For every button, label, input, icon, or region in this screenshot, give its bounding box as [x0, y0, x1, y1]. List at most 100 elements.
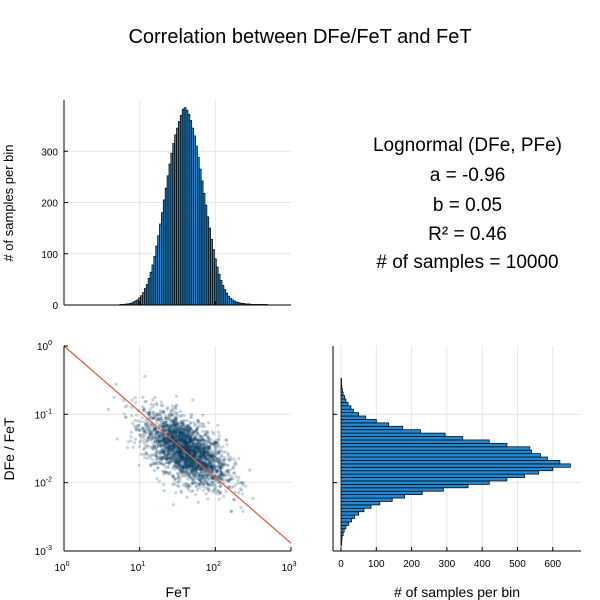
scatter-point	[197, 458, 202, 463]
scatter-point	[168, 446, 172, 450]
scatter-point	[189, 462, 193, 466]
scatter-point	[165, 470, 169, 474]
scatter-point	[184, 441, 189, 446]
scatter-point	[204, 464, 208, 468]
scatter-point	[167, 441, 171, 445]
scatter-point	[202, 452, 206, 456]
scatter-point	[181, 465, 185, 469]
scatter-point	[194, 450, 198, 454]
scatter-point	[215, 440, 219, 445]
scatter-point	[208, 446, 212, 450]
scatter-point	[209, 442, 213, 446]
scatter-point	[180, 437, 184, 441]
scatter-point	[165, 439, 169, 443]
scatter-point	[207, 452, 211, 456]
scatter-point	[177, 437, 181, 441]
scatter-point	[178, 425, 182, 429]
scatter-point	[187, 446, 191, 450]
scatter-point	[201, 442, 205, 446]
scatter-point	[168, 411, 172, 415]
scatter-point	[204, 449, 208, 453]
scatter-point	[216, 459, 220, 463]
scatter-point	[209, 455, 213, 459]
scatter-point	[170, 413, 174, 417]
scatter-point	[178, 433, 182, 437]
scatter-point	[149, 431, 153, 435]
scatter-point	[205, 475, 209, 479]
scatter-point	[178, 455, 182, 459]
scatter-point	[182, 466, 186, 470]
scatter-point	[185, 445, 189, 450]
scatter-point	[186, 485, 190, 489]
scatter-point	[196, 463, 200, 467]
scatter-point	[184, 439, 188, 443]
scatter-point	[182, 442, 186, 446]
scatter-point	[159, 400, 163, 404]
scatter-point	[151, 405, 155, 409]
scatter-point	[187, 443, 191, 448]
scatter-point	[183, 460, 187, 464]
scatter-point	[198, 478, 202, 482]
scatter-point	[189, 428, 194, 432]
scatter-point	[197, 421, 201, 425]
scatter-point	[216, 450, 220, 454]
right-histogram-bars	[340, 378, 571, 547]
scatter-point	[181, 464, 186, 468]
scatter-point	[139, 420, 143, 424]
scatter-point	[174, 434, 178, 439]
scatter-point	[177, 435, 181, 439]
scatter-point	[188, 437, 192, 441]
scatter-point	[199, 457, 203, 461]
scatter-point	[184, 433, 188, 437]
scatter-point	[184, 454, 189, 458]
scatter-point	[185, 427, 189, 431]
scatter-point	[191, 449, 195, 453]
scatter-point	[192, 453, 196, 457]
scatter-point	[194, 449, 198, 453]
scatter-point	[178, 455, 182, 459]
right-histogram-bar	[340, 494, 405, 499]
scatter-point	[207, 473, 211, 477]
scatter-point	[170, 455, 174, 460]
scatter-point	[197, 451, 201, 455]
scatter-point	[185, 495, 189, 499]
scatter-point	[232, 457, 236, 461]
scatter-point	[199, 450, 203, 454]
scatter-point	[188, 475, 192, 479]
scatter-point	[202, 451, 206, 455]
scatter-point	[188, 437, 192, 441]
scatter-point	[147, 411, 152, 415]
top-histogram-bars	[119, 107, 268, 306]
scatter-point	[225, 443, 229, 447]
scatter-point	[174, 430, 178, 434]
scatter-point	[187, 465, 191, 469]
scatter-point	[170, 435, 174, 439]
scatter-point	[206, 483, 210, 487]
scatter-point	[165, 447, 169, 452]
scatter-point	[210, 456, 214, 460]
scatter-point	[157, 434, 161, 438]
right-histogram-bar	[340, 501, 381, 506]
scatter-point	[205, 480, 209, 484]
scatter-point	[239, 488, 243, 492]
scatter-point	[168, 459, 173, 464]
scatter-point	[192, 432, 196, 436]
scatter-point	[196, 438, 200, 442]
scatter-point	[226, 453, 230, 457]
scatter-point	[191, 464, 195, 468]
scatter-point	[156, 460, 160, 464]
scatter-point	[178, 468, 182, 472]
scatter-point	[181, 458, 185, 462]
scatter-point	[166, 449, 171, 453]
scatter-point	[229, 477, 233, 481]
scatter-point	[206, 472, 210, 477]
scatter-point	[194, 449, 198, 453]
scatter-point	[171, 435, 175, 439]
scatter-point	[188, 449, 192, 453]
scatter-point	[240, 480, 244, 484]
scatter-point	[165, 446, 169, 450]
scatter-point	[183, 427, 187, 431]
scatter-point	[183, 441, 187, 445]
scatter-point	[195, 442, 199, 446]
scatter-point	[216, 449, 220, 453]
